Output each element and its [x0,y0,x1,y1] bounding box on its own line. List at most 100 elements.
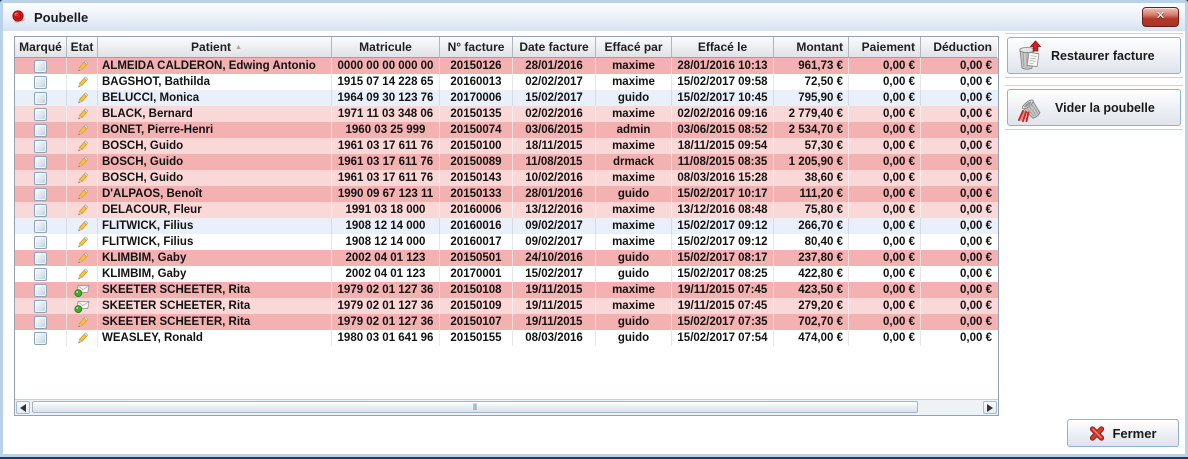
cell-datefact: 09/02/2017 [513,218,596,234]
row-checkbox[interactable] [34,91,47,105]
fermer-button[interactable]: Fermer [1067,419,1179,447]
cell-deduction: 0,00 € [960,315,992,328]
cell-paiement: 0,00 € [849,234,921,250]
titlebar[interactable]: Poubelle ✕ [3,3,1185,32]
horizontal-scrollbar-thumb[interactable]: ‖ [32,401,918,413]
col-header-etat[interactable]: Etat [67,37,98,58]
cell-etat [67,282,98,298]
cell-etat [67,218,98,234]
table-row[interactable]: D'ALPAOS, Benoît 1990 09 67 123 11 2015013… [15,186,998,202]
col-header-marque[interactable]: Marqué [15,37,67,58]
cell-datefact: 13/12/2016 [513,202,596,218]
cell-marque [15,234,67,250]
col-header-paiement[interactable]: Paiement [849,37,921,58]
table-row[interactable]: FLITWICK, Filius 1908 12 14 000 20160016 09… [15,218,998,234]
table-row[interactable]: SKEETER SCHEETER, Rita 1979 02 01 127 36 2… [15,314,998,330]
scroll-right-button[interactable] [983,401,997,414]
col-header-label: Effacé le [697,40,748,54]
empty-trash-button[interactable]: Vider la poubelle [1007,89,1181,126]
cell-matricule: 1979 02 01 127 36 [332,298,440,314]
cell-par: maxime [596,58,672,74]
table-row[interactable]: BELUCCI, Monica 1964 09 30 123 76 20170006… [15,90,998,106]
cell-etat [67,234,98,250]
row-checkbox[interactable] [34,155,47,169]
cell-paiement: 0,00 € [849,74,921,90]
pencil-icon [76,315,89,329]
row-checkbox[interactable] [34,219,47,233]
row-checkbox[interactable] [34,251,47,265]
cell-marque [15,330,67,346]
cell-le: 15/02/2017 09:12 [672,234,774,250]
cell-marque [15,106,67,122]
pencil-icon [76,107,89,121]
row-checkbox[interactable] [34,59,47,73]
cell-par: guido [596,266,672,282]
cell-nfact: 20150089 [440,154,513,170]
row-checkbox[interactable] [34,75,47,89]
row-checkbox[interactable] [34,203,47,217]
table-row[interactable]: BLACK, Bernard 1971 11 03 348 06 20150135 0… [15,106,998,122]
restore-invoice-icon [1014,39,1044,72]
table-row[interactable]: FLITWICK, Filius 1908 12 14 000 20160017 09… [15,234,998,250]
cell-marque [15,138,67,154]
cell-le: 15/02/2017 07:35 [672,314,774,330]
cell-patient: ALMEIDA CALDERON, Edwing Antonio [98,58,332,74]
row-checkbox[interactable] [34,171,47,185]
row-checkbox[interactable] [34,187,47,201]
table-row[interactable]: DELACOUR, Fleur 1991 03 18 000 20160006 13/… [15,202,998,218]
row-checkbox[interactable] [34,331,47,345]
table-row[interactable]: SKEETER SCHEETER, Rita 1979 02 01 127 36 2… [15,298,998,314]
row-checkbox[interactable] [34,315,47,329]
row-checkbox[interactable] [34,139,47,153]
col-header-montant[interactable]: Montant [774,37,849,58]
col-header-par[interactable]: Effacé par [596,37,672,58]
cell-deduction: 0,00 € [960,219,992,232]
restore-invoice-button[interactable]: Restaurer facture [1007,37,1181,74]
horizontal-scrollbar[interactable]: ‖ [15,399,998,415]
pencil-icon [76,251,89,265]
pencil-icon [76,187,89,201]
col-header-le[interactable]: Effacé le [672,37,774,58]
cell-datefact: 19/11/2015 [513,298,596,314]
close-window-button[interactable]: ✕ [1142,7,1179,27]
cell-nfact: 20150108 [440,282,513,298]
row-checkbox[interactable] [34,107,47,121]
table-row[interactable]: BAGSHOT, Bathilda 1915 07 14 228 65 201600… [15,74,998,90]
row-checkbox[interactable] [34,283,47,297]
row-checkbox[interactable] [34,267,47,281]
scroll-left-button[interactable] [16,401,30,414]
table-row[interactable]: KLIMBIM, Gaby 2002 04 01 123 20150501 24/10… [15,250,998,266]
table-row[interactable]: BOSCH, Guido 1961 03 17 611 76 20150089 11/… [15,154,998,170]
col-header-label: Etat [70,40,94,54]
table-row[interactable]: WEASLEY, Ronald 1980 03 01 641 96 20150155… [15,330,998,346]
col-header-matricule[interactable]: Matricule [332,37,440,58]
cell-datefact: 03/06/2015 [513,122,596,138]
cell-matricule: 1961 03 17 611 76 [332,138,440,154]
col-header-patient[interactable]: Patient ▲ [98,37,332,58]
cell-le: 15/02/2017 09:58 [672,74,774,90]
row-checkbox[interactable] [34,299,47,313]
cell-matricule: 1908 12 14 000 [332,218,440,234]
table-row[interactable]: SKEETER SCHEETER, Rita 1979 02 01 127 36 2… [15,282,998,298]
table-row[interactable]: KLIMBIM, Gaby 2002 04 01 123 20170001 15/02… [15,266,998,282]
col-header-label: Montant [796,40,843,54]
col-header-label: Déduction [933,40,992,54]
table-row[interactable]: BONET, Pierre-Henri 1960 03 25 999 2015007… [15,122,998,138]
row-checkbox[interactable] [34,123,47,137]
table-row[interactable]: ALMEIDA CALDERON, Edwing Antonio 0000 00 … [15,58,998,74]
col-header-deduction[interactable]: Déduction [921,37,997,58]
cell-montant: 702,70 € [774,314,849,330]
cell-etat [67,170,98,186]
cell-le: 02/02/2016 09:16 [672,106,774,122]
cell-par: admin [596,122,672,138]
table-row[interactable]: BOSCH, Guido 1961 03 17 611 76 20150100 18/… [15,138,998,154]
cell-matricule: 1979 02 01 127 36 [332,282,440,298]
cell-par: guido [596,330,672,346]
cell-nfact: 20150143 [440,170,513,186]
cell-le: 15/02/2017 10:17 [672,186,774,202]
cell-le: 15/02/2017 10:45 [672,90,774,106]
col-header-datefact[interactable]: Date facture [513,37,596,58]
table-row[interactable]: BOSCH, Guido 1961 03 17 611 76 20150143 10/… [15,170,998,186]
row-checkbox[interactable] [34,235,47,249]
col-header-nfact[interactable]: N° facture [440,37,513,58]
